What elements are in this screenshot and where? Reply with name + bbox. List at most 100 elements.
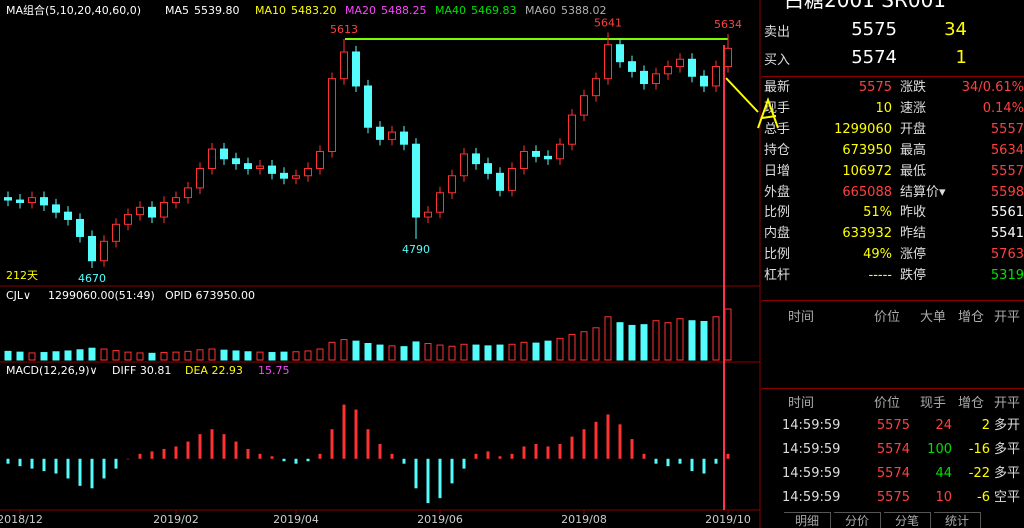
macd-bar [546, 446, 550, 459]
ma-legend-value: 5483.20 [291, 4, 337, 17]
table-header: 现手 [920, 396, 947, 411]
ma-legend-title: MA组合(5,10,20,40,60,0) [6, 3, 141, 17]
candle-body [172, 197, 180, 203]
tick-cell: 多开 [994, 418, 1021, 433]
volume-bar [64, 350, 72, 361]
macd-bar [666, 458, 670, 467]
candle-body [256, 165, 264, 169]
candle-body [112, 223, 120, 242]
candle-body [328, 78, 336, 152]
candle-body [616, 44, 624, 63]
volume-bar [676, 318, 684, 361]
ma-legend-name: MA40 [435, 4, 466, 17]
volume-bar [196, 349, 204, 361]
candle-body [16, 199, 24, 203]
table-header: 大单 [920, 310, 947, 325]
candle-body [508, 167, 516, 191]
macd-bar [678, 458, 682, 464]
candle-body [244, 163, 252, 169]
tab[interactable]: 分价 [834, 512, 881, 528]
chart: MA组合(5,10,20,40,60,0) 212天 5613 5641 563… [0, 0, 762, 528]
volume-bar [496, 344, 504, 361]
volume-bar [208, 348, 216, 361]
x-tick-label: 2019/10 [705, 513, 751, 526]
macd-bar [582, 429, 586, 459]
tab[interactable]: 明细 [784, 512, 831, 528]
ma-legend-name: MA5 [165, 4, 189, 17]
macd-bar [558, 444, 562, 459]
quote-label: 最高 [900, 142, 927, 158]
macd-bar [426, 458, 430, 504]
macd-bar [198, 434, 202, 459]
candle-body [208, 148, 216, 169]
candle-body [76, 218, 84, 237]
macd-bar [654, 458, 658, 464]
separator [762, 388, 1024, 389]
macd-bar [258, 453, 262, 459]
quote-value: 665088 [842, 184, 892, 200]
quote-value: 1299060 [834, 121, 892, 137]
tick-cell: 44 [935, 466, 952, 481]
candle-body [88, 235, 96, 262]
macd-bar [342, 404, 346, 459]
volume-bar [376, 344, 384, 361]
quote-value: 5598 [990, 184, 1024, 200]
volume-bar [160, 352, 168, 361]
quote-label: 内盘 [764, 226, 791, 242]
tick-cell: -6 [977, 490, 990, 505]
macd-bar [354, 409, 358, 459]
macd-bar [54, 458, 58, 474]
volume-bar [700, 321, 708, 361]
candle-body [520, 151, 528, 169]
candle-body [604, 44, 612, 80]
candle-body [592, 78, 600, 97]
macd-bar [282, 458, 286, 462]
candle-body [412, 143, 420, 218]
quote-label: 最低 [900, 163, 927, 179]
macd-dea: DEA 22.93 [185, 364, 243, 377]
candle-body [184, 187, 192, 199]
quote-label: 速涨 [900, 100, 927, 116]
volume-bar [304, 350, 312, 361]
macd-bar [366, 429, 370, 459]
tick-cell: 100 [927, 442, 952, 457]
quote-label: 日增 [764, 163, 791, 179]
macd-title: MACD(12,26,9)∨ [6, 364, 98, 377]
volume-bar [424, 343, 432, 361]
volume-bar [328, 341, 336, 361]
candle-body [100, 240, 108, 262]
table-header: 开平 [994, 310, 1021, 325]
tab[interactable]: 统计 [934, 512, 981, 528]
quote-value: 49% [863, 247, 892, 263]
candle-body [484, 163, 492, 174]
table-header: 开平 [994, 396, 1021, 411]
quote-label: 现手 [764, 100, 791, 116]
candle-body [544, 155, 552, 160]
macd-bar [450, 458, 454, 484]
quote-label: 开盘 [900, 121, 927, 137]
book-volume: 34 [944, 19, 967, 40]
candle-body [232, 158, 240, 165]
volume-bar [136, 352, 144, 361]
macd-bar [66, 458, 70, 479]
candle-body [448, 175, 456, 194]
ma-legend-value: 5469.83 [471, 4, 517, 17]
candle-body [652, 73, 660, 85]
candle-body [136, 206, 144, 216]
quote-label: 跌停 [900, 268, 927, 284]
x-tick-label: 2019/04 [273, 513, 319, 526]
macd-bar [222, 434, 226, 459]
macd-bar [246, 448, 250, 459]
macd-bar [150, 451, 154, 459]
macd-bar [606, 414, 610, 459]
candle-body [340, 51, 348, 80]
volume-bar [688, 320, 696, 361]
volume-bar [364, 343, 372, 361]
tab[interactable]: 分笔 [884, 512, 931, 528]
table-header: 增仓 [958, 396, 985, 411]
quote-value: 5575 [858, 80, 892, 95]
ma-legend-name: MA60 [525, 4, 556, 17]
candle-body [628, 61, 636, 72]
volume-bar [460, 343, 468, 361]
volume-bar [256, 351, 264, 361]
